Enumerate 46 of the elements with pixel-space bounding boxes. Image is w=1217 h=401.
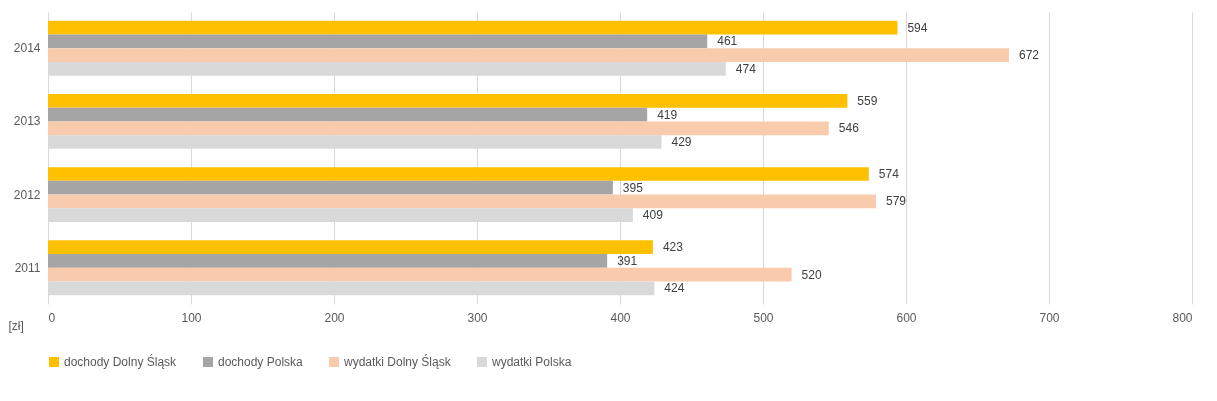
bar: [48, 121, 829, 136]
data-label: 672: [1018, 48, 1040, 63]
x-tick-label: 500: [753, 310, 774, 325]
bar: [48, 240, 653, 255]
x-tick-label: 400: [610, 310, 631, 325]
data-label: 409: [642, 208, 664, 223]
y-tick-label: 2014: [13, 41, 41, 56]
x-tick-label: 600: [896, 310, 917, 325]
data-label: 391: [617, 253, 638, 268]
legend-label: dochody Dolny Śląsk: [64, 354, 178, 369]
bar: [48, 34, 708, 49]
data-label: 419: [657, 107, 678, 122]
bar: [48, 107, 648, 122]
x-tick-label: 200: [324, 310, 345, 325]
data-label: 461: [717, 34, 738, 49]
bar: [48, 93, 848, 108]
x-tick-label: 0: [48, 310, 56, 325]
bar: [48, 167, 869, 181]
data-label: 395: [622, 180, 644, 195]
x-tick-label: 700: [1039, 310, 1060, 325]
bar: [48, 20, 898, 35]
data-label: 429: [671, 134, 692, 149]
x-tick-label: 300: [467, 310, 488, 325]
bar: [48, 180, 613, 195]
x-axis-title: [zł]: [8, 318, 24, 333]
x-tick-label: 100: [181, 310, 202, 325]
data-label: 594: [907, 20, 928, 35]
data-label: 559: [857, 93, 878, 108]
data-label: 474: [735, 61, 757, 76]
bar: [48, 48, 1009, 62]
legend-label: dochody Polska: [218, 355, 304, 369]
data-label: 423: [662, 240, 684, 255]
data-label: 546: [838, 121, 860, 136]
bar: [48, 254, 608, 268]
data-label: 579: [885, 194, 907, 209]
y-tick-label: 2012: [13, 187, 41, 202]
bar: [48, 267, 792, 282]
data-label: 520: [801, 267, 822, 282]
y-tick-label: 2013: [13, 114, 41, 129]
data-label: 574: [878, 167, 900, 182]
data-label: 424: [664, 281, 685, 296]
bar: [48, 194, 876, 209]
y-tick-label: 2011: [14, 260, 41, 275]
legend-label: wydatki Polska: [491, 355, 572, 369]
x-tick-label: 800: [1172, 310, 1193, 325]
legend-label: wydatki Dolny Śląsk: [343, 354, 452, 369]
